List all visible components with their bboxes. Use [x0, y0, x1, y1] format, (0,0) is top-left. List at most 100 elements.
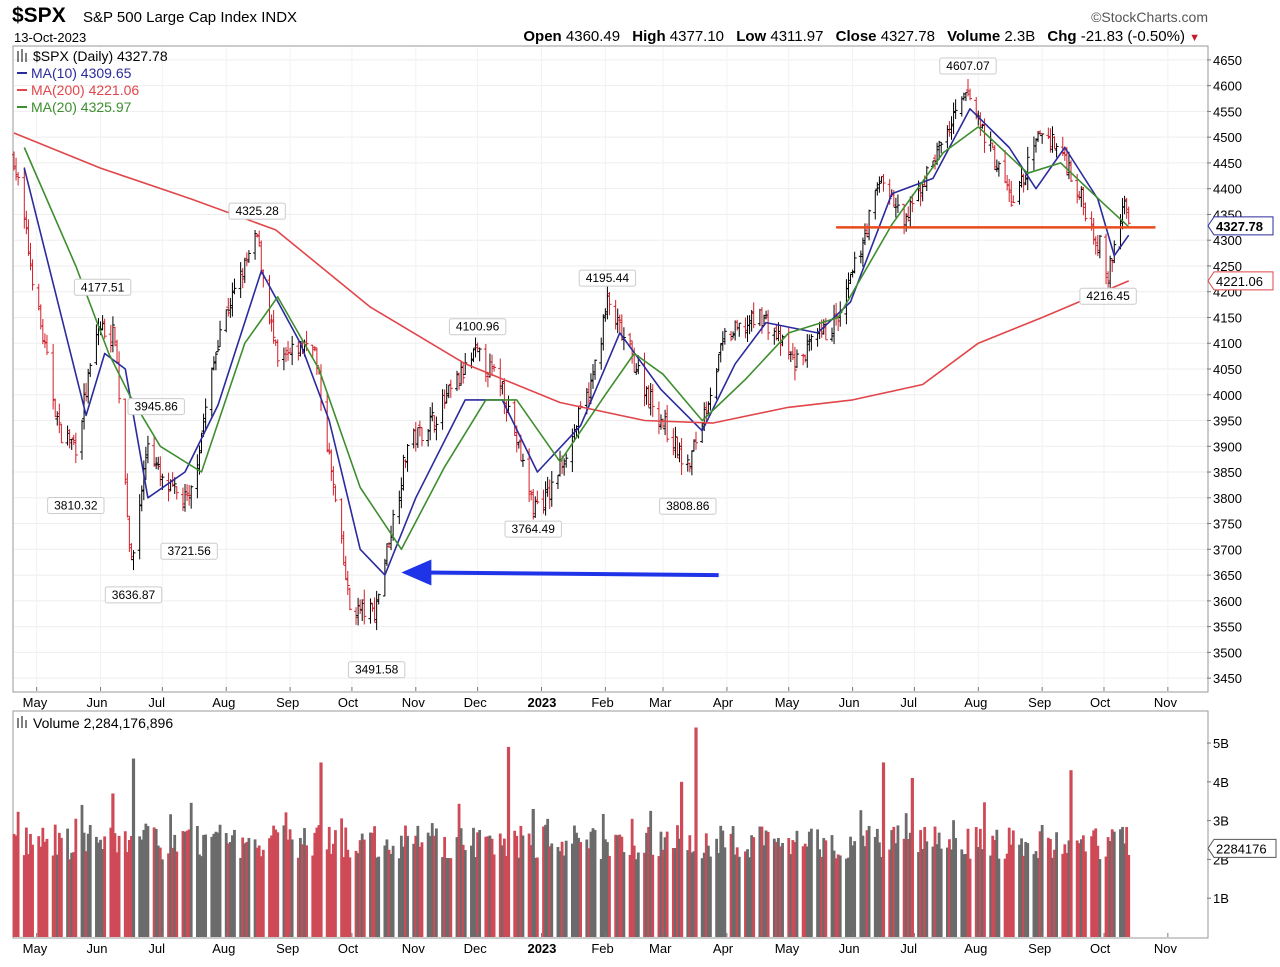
volume-bar — [356, 853, 360, 937]
price-tick-label: 4600 — [1213, 79, 1242, 94]
volume-bar — [902, 838, 906, 937]
volume-bar — [397, 858, 401, 937]
annotation-label: 3491.58 — [355, 663, 399, 677]
price-tick-label: 3600 — [1213, 594, 1242, 609]
volume-bar — [606, 842, 609, 937]
volume-bar — [340, 818, 344, 937]
volume-bar — [344, 827, 348, 937]
volume-bar — [331, 843, 335, 937]
volume-bar — [575, 832, 578, 937]
volume-bar — [564, 840, 568, 937]
annotation-box — [347, 661, 406, 679]
volume-bar — [428, 836, 432, 937]
volume-bar — [822, 838, 826, 937]
volume-bar — [1123, 843, 1126, 937]
low-value: 4311.97 — [770, 28, 824, 45]
brand-logo[interactable]: ©StockCharts.com — [1091, 9, 1208, 25]
volume-bar — [1009, 844, 1013, 937]
volume-bar — [109, 827, 113, 937]
volume-bar — [412, 843, 416, 937]
volume-bar — [978, 828, 982, 937]
volume-bar — [663, 837, 667, 937]
volume-bar — [369, 832, 372, 937]
volume-bar — [447, 858, 451, 937]
volume-bar — [643, 852, 646, 937]
volume-bar — [735, 847, 739, 937]
volume-bar — [717, 853, 721, 937]
volume-bar — [385, 839, 389, 937]
volume-bar — [492, 854, 496, 937]
volume-bar — [253, 839, 257, 937]
ma20-line — [23, 126, 1130, 551]
annotation-box — [160, 542, 218, 560]
month-tick-label: Feb — [591, 941, 613, 956]
price-tick-label: 4500 — [1213, 130, 1242, 145]
annotation-label: 3721.56 — [167, 544, 211, 558]
volume-bar — [245, 841, 249, 937]
month-tick-label: Nov — [1154, 941, 1178, 956]
volume-bar — [1090, 836, 1094, 937]
volume-bar — [1018, 844, 1021, 937]
volume-bar — [175, 851, 179, 937]
volume-bar — [573, 825, 576, 937]
change-label: Chg — [1047, 28, 1077, 45]
volume-spike-bar — [1069, 770, 1073, 937]
volume-bar — [968, 858, 972, 937]
volume-bar — [513, 830, 517, 937]
volume-bar — [1098, 859, 1102, 937]
volume-bar — [154, 828, 158, 937]
month-tick-label: Mar — [649, 695, 672, 710]
annotation-box — [73, 278, 132, 296]
volume-bar — [908, 832, 912, 937]
symbol: $SPX — [12, 4, 66, 27]
month-tick-label: Jun — [839, 941, 860, 956]
volume-bar — [1003, 858, 1007, 937]
moving-averages — [13, 108, 1130, 576]
annotation-label: 4100.96 — [456, 320, 500, 334]
volume-bar — [816, 829, 819, 937]
volume-label: Volume — [947, 28, 1001, 45]
volume-bar — [484, 836, 488, 937]
volume-bar — [781, 842, 784, 937]
volume-bar — [1020, 838, 1023, 937]
month-tick-label: 2023 — [527, 695, 556, 710]
volume-bar — [1049, 838, 1052, 937]
volume-bar — [579, 842, 583, 937]
volume-bar — [665, 831, 669, 937]
volume-bar — [894, 843, 898, 937]
volume-bar — [853, 841, 857, 937]
volume-bar — [981, 849, 984, 937]
volume-bar — [527, 833, 531, 937]
volume-bar — [859, 810, 863, 937]
volume-bar — [288, 829, 292, 937]
price-tag-label: 4327.78 — [1216, 219, 1263, 234]
volume-bar — [861, 835, 865, 937]
month-tick-label: Nov — [402, 695, 426, 710]
volume-bar — [51, 855, 55, 937]
chart-date: 13-Oct-2023 — [14, 30, 87, 45]
volume-bar — [329, 853, 333, 937]
annotation-label: 4607.07 — [946, 59, 990, 73]
volume-bar — [634, 859, 638, 937]
volume-bar — [764, 830, 768, 937]
volume-bar — [608, 855, 611, 937]
volume-bar — [461, 844, 465, 937]
volume-bar — [560, 841, 564, 937]
volume-bar — [937, 832, 941, 937]
volume-bar — [989, 855, 993, 937]
price-tick-label: 4450 — [1213, 156, 1242, 171]
month-tick-label: Oct — [338, 941, 359, 956]
volume-bar — [558, 851, 562, 937]
price-tag-label: 4221.06 — [1216, 274, 1263, 289]
volume-bar — [1032, 854, 1036, 937]
volume-bar — [616, 835, 620, 937]
annotation-label: 4195.44 — [586, 271, 630, 285]
ma200-line — [13, 132, 1130, 424]
volume-bar — [589, 831, 593, 937]
volume-bar — [671, 847, 675, 937]
arrow-head — [401, 559, 432, 586]
volume-bar — [84, 851, 88, 937]
volume-bar — [807, 831, 811, 937]
volume-bar — [189, 802, 193, 937]
annotation-box — [1079, 287, 1137, 305]
